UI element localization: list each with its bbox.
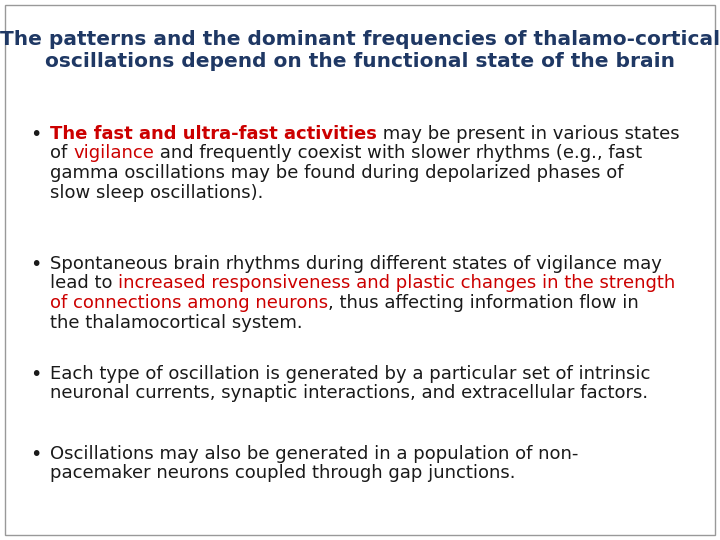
Text: •: •	[30, 445, 41, 464]
Text: The fast and ultra-fast activities: The fast and ultra-fast activities	[50, 125, 377, 143]
Text: •: •	[30, 365, 41, 384]
Text: neuronal currents, synaptic interactions, and extracellular factors.: neuronal currents, synaptic interactions…	[50, 384, 648, 402]
Text: , thus affecting information flow in: , thus affecting information flow in	[328, 294, 639, 312]
Text: may be present in various states: may be present in various states	[377, 125, 680, 143]
Text: of: of	[50, 145, 73, 163]
Text: vigilance: vigilance	[73, 145, 154, 163]
Text: Each type of oscillation is generated by a particular set of intrinsic: Each type of oscillation is generated by…	[50, 365, 650, 383]
Text: increased responsiveness and plastic changes in the strength: increased responsiveness and plastic cha…	[118, 274, 675, 293]
Text: Oscillations may also be generated in a population of non-: Oscillations may also be generated in a …	[50, 445, 578, 463]
Text: of connections among neurons: of connections among neurons	[50, 294, 328, 312]
Text: slow sleep oscillations).: slow sleep oscillations).	[50, 184, 264, 201]
Text: Spontaneous brain rhythms during different states of vigilance may: Spontaneous brain rhythms during differe…	[50, 255, 662, 273]
Text: lead to: lead to	[50, 274, 118, 293]
Text: and frequently coexist with slower rhythms (e.g., fast: and frequently coexist with slower rhyth…	[154, 145, 642, 163]
Text: The patterns and the dominant frequencies of thalamo-cortical: The patterns and the dominant frequencie…	[0, 30, 720, 49]
Text: pacemaker neurons coupled through gap junctions.: pacemaker neurons coupled through gap ju…	[50, 464, 516, 483]
Text: gamma oscillations may be found during depolarized phases of: gamma oscillations may be found during d…	[50, 164, 624, 182]
Text: oscillations depend on the functional state of the brain: oscillations depend on the functional st…	[45, 52, 675, 71]
Text: •: •	[30, 255, 41, 274]
Text: the thalamocortical system.: the thalamocortical system.	[50, 314, 302, 332]
Text: •: •	[30, 125, 41, 144]
